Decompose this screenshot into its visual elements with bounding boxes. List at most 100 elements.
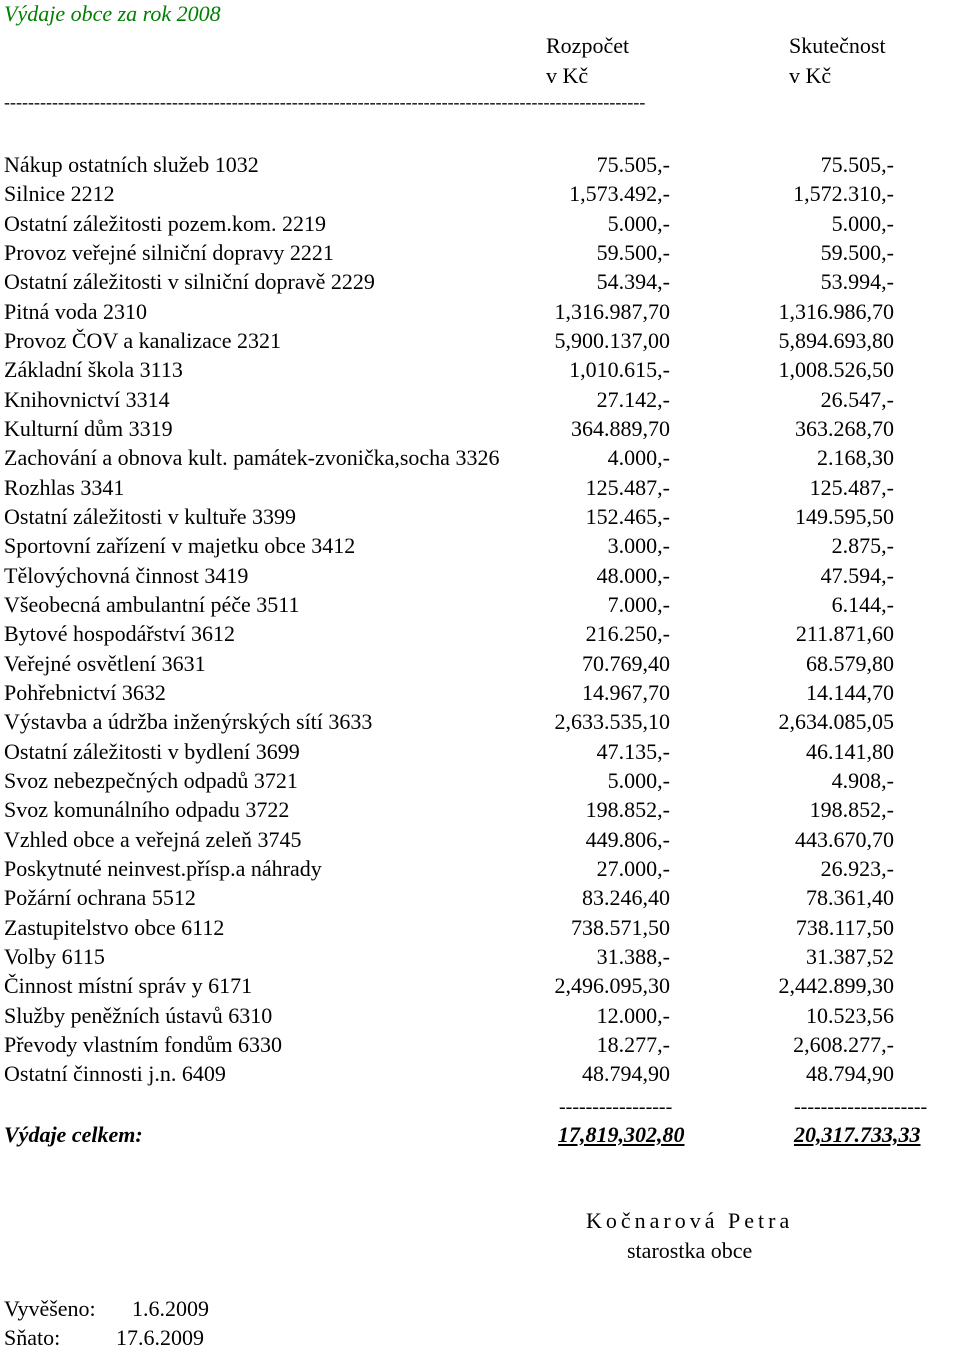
row-label: Vzhled obce a veřejná zeleň 3745 xyxy=(4,826,302,852)
table-row: Svoz nebezpečných odpadů 3721 5.000,- 4.90… xyxy=(0,766,960,795)
row-budget: 47.135,- xyxy=(596,738,670,764)
row-label: Provoz veřejné silniční dopravy 2221 xyxy=(4,239,334,265)
row-actual: 31.387,52 xyxy=(806,943,894,969)
posted-date: Vyvěšeno: 1.6.2009 xyxy=(4,1296,209,1322)
row-budget: 449.806,- xyxy=(585,826,670,852)
row-budget: 27.000,- xyxy=(596,855,670,881)
page-title: Výdaje obce za rok 2008 xyxy=(4,1,221,26)
table-row: Provoz veřejné silniční dopravy 2221 59.5… xyxy=(0,238,960,267)
row-label: Svoz nebezpečných odpadů 3721 xyxy=(4,767,298,793)
signature-name: Kočnarová Petra xyxy=(586,1208,794,1233)
row-budget: 2,496.095,30 xyxy=(554,973,671,999)
table-row: Kulturní dům 3319 364.889,70 363.268,70 xyxy=(0,414,960,443)
table-row: Ostatní záležitosti v kultuře 3399 152.46… xyxy=(0,502,960,531)
row-label: Služby peněžních ústavů 6310 xyxy=(4,1002,273,1028)
row-label: Všeobecná ambulantní péče 3511 xyxy=(4,591,300,617)
table-row: Bytové hospodářství 3612 216.250,- 211.871… xyxy=(0,619,960,648)
row-label: Volby 6115 xyxy=(4,943,105,969)
table-row: Vzhled obce a veřejná zeleň 3745 449.806,… xyxy=(0,825,960,854)
row-actual: 75.505,- xyxy=(820,152,894,177)
header-separator: ----------------------------------------… xyxy=(4,92,646,112)
row-budget: 5.000,- xyxy=(607,767,670,793)
budget-column-header: Rozpočet v Kč xyxy=(546,31,629,91)
row-budget: 59.500,- xyxy=(596,239,670,265)
row-label: Ostatní záležitosti v silniční dopravě 2… xyxy=(4,269,375,295)
table-row: Převody vlastním fondům 6330 18.277,- 2,60… xyxy=(0,1030,960,1059)
row-budget: 75.505,- xyxy=(596,152,670,177)
table-row: Svoz komunálního odpadu 3722 198.852,- 198… xyxy=(0,795,960,824)
row-budget: 216.250,- xyxy=(585,621,670,647)
table-row: Provoz ČOV a kanalizace 2321 5,900.137,00… xyxy=(0,326,960,355)
row-budget: 54.394,- xyxy=(596,269,670,295)
table-row: Knihovnictví 3314 27.142,- 26.547,- xyxy=(0,385,960,414)
row-label: Ostatní záležitosti v kultuře 3399 xyxy=(4,503,297,529)
row-label: Pitná voda 2310 xyxy=(4,298,147,324)
row-label: Sportovní zařízení v majetku obce 3412 xyxy=(4,533,356,559)
actual-column-header: Skutečnost v Kč xyxy=(789,31,886,91)
table-row: Činnost místní správ y 6171 2,496.095,30 2… xyxy=(0,971,960,1000)
table-row: Poskytnuté neinvest.přísp.a náhrady 27.00… xyxy=(0,854,960,883)
row-budget: 4.000,- xyxy=(607,445,670,471)
row-budget: 2,633.535,10 xyxy=(554,709,671,735)
signature-role: starostka obce xyxy=(627,1238,753,1263)
row-actual: 363.268,70 xyxy=(795,415,894,441)
budget-sum-line: ----------------- xyxy=(559,1096,673,1118)
row-budget: 14.967,70 xyxy=(582,679,670,705)
row-budget: 27.142,- xyxy=(596,386,670,412)
total-actual: 20,317.733,33 xyxy=(794,1122,921,1147)
row-budget: 5,900.137,00 xyxy=(554,327,671,353)
row-budget: 152.465,- xyxy=(585,503,670,529)
row-actual: 26.547,- xyxy=(820,386,894,412)
row-label: Svoz komunálního odpadu 3722 xyxy=(4,797,290,823)
row-actual: 149.595,50 xyxy=(795,503,894,529)
table-row: Ostatní záležitosti v silniční dopravě 2… xyxy=(0,267,960,296)
row-actual: 2,608.277,- xyxy=(793,1031,894,1057)
row-budget: 48.794,90 xyxy=(582,1061,670,1087)
table-row: Ostatní činnosti j.n. 6409 48.794,90 48.79… xyxy=(0,1059,960,1088)
row-budget: 83.246,40 xyxy=(582,885,670,911)
row-budget: 18.277,- xyxy=(596,1031,670,1057)
row-actual: 2.875,- xyxy=(831,533,894,559)
row-actual: 2,442.899,30 xyxy=(778,973,895,999)
row-actual: 78.361,40 xyxy=(806,885,894,911)
table-row: Zachování a obnova kult. památek-zvoničk… xyxy=(0,443,960,472)
row-actual: 4.908,- xyxy=(831,767,894,793)
row-label: Ostatní činnosti j.n. 6409 xyxy=(4,1061,226,1087)
row-label: Ostatní záležitosti pozem.kom. 2219 xyxy=(4,210,326,236)
removed-label: Sňato: xyxy=(4,1325,61,1350)
row-label: Provoz ČOV a kanalizace 2321 xyxy=(4,327,281,353)
row-budget: 12.000,- xyxy=(596,1002,670,1028)
row-label: Zastupitelstvo obce 6112 xyxy=(4,914,225,940)
row-budget: 1,573.492,- xyxy=(569,181,670,207)
row-actual: 443.670,70 xyxy=(795,826,894,852)
row-budget: 1,316.987,70 xyxy=(554,298,671,324)
row-budget: 70.769,40 xyxy=(582,650,670,676)
row-actual: 1,008.526,50 xyxy=(778,357,895,383)
row-label: Knihovnictví 3314 xyxy=(4,386,170,412)
row-label: Silnice 2212 xyxy=(4,181,115,207)
table-row: Sportovní zařízení v majetku obce 3412 3.… xyxy=(0,531,960,560)
row-budget: 3.000,- xyxy=(607,533,670,559)
table-row: Pitná voda 2310 1,316.987,70 1,316.986,70 xyxy=(0,297,960,326)
table-row: Zastupitelstvo obce 6112 738.571,50 738.11… xyxy=(0,913,960,942)
table-row: Pohřebnictví 3632 14.967,70 14.144,70 xyxy=(0,678,960,707)
row-budget: 7.000,- xyxy=(607,591,670,617)
table-row: Základní škola 3113 1,010.615,- 1,008.526,… xyxy=(0,355,960,384)
table-row: Nákup ostatních služeb 1032 75.505,- 75.50… xyxy=(0,150,960,179)
row-label: Veřejné osvětlení 3631 xyxy=(4,650,206,676)
row-label: Pohřebnictví 3632 xyxy=(4,679,166,705)
total-budget: 17,819,302,80 xyxy=(558,1122,685,1147)
row-actual: 26.923,- xyxy=(820,855,894,881)
row-budget: 125.487,- xyxy=(585,474,670,500)
table-row: Ostatní záležitosti pozem.kom. 2219 5.000… xyxy=(0,209,960,238)
row-budget: 738.571,50 xyxy=(571,914,670,940)
row-actual: 48.794,90 xyxy=(806,1061,894,1087)
row-label: Tělovýchovná činnost 3419 xyxy=(4,562,249,588)
table-row: Ostatní záležitosti v bydlení 3699 47.135… xyxy=(0,737,960,766)
row-label: Požární ochrana 5512 xyxy=(4,885,196,911)
posted-label: Vyvěšeno: xyxy=(4,1296,96,1321)
row-label: Nákup ostatních služeb 1032 xyxy=(4,152,259,177)
row-label: Zachování a obnova kult. památek-zvoničk… xyxy=(4,445,500,471)
row-actual: 1,572.310,- xyxy=(793,181,894,207)
row-actual: 5.000,- xyxy=(831,210,894,236)
